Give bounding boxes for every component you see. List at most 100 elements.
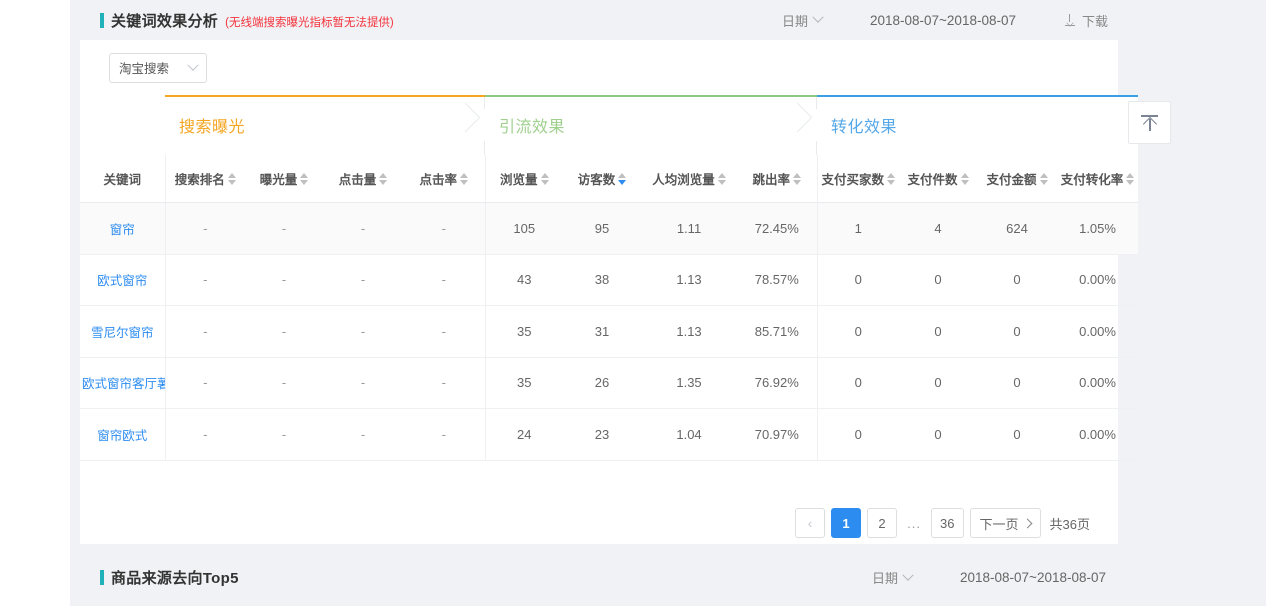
cell-value: 624 (1006, 220, 1028, 236)
date-filter-dropdown[interactable]: 日期 (782, 11, 824, 30)
keyword-link[interactable]: 窗帘欧式 (97, 428, 148, 443)
table-cell-keyword[interactable]: 窗帘欧式 (80, 408, 166, 461)
sort-icon-active[interactable] (618, 172, 627, 185)
pagination-next-button[interactable]: 下一页 (969, 508, 1041, 538)
column-header-avg-pageviews[interactable]: 人均浏览量 (641, 155, 738, 203)
column-header-label: 关键词 (103, 173, 141, 187)
download-label: 下载 (1081, 13, 1108, 29)
bottom-date-range-text: 2018-08-07~2018-08-07 (960, 570, 1106, 585)
sort-icon[interactable] (300, 172, 309, 185)
channel-select-value: 淘宝搜索 (119, 62, 170, 76)
pagination-total-text: 共36页 (1049, 516, 1090, 532)
cell-value: 70.97% (754, 426, 799, 442)
column-header-label: 点击量 (338, 173, 377, 187)
column-header-ctr[interactable]: 点击率 (403, 155, 486, 203)
sort-icon[interactable] (227, 172, 236, 185)
filter-row: 淘宝搜索 (80, 40, 1118, 95)
table-cell: - (323, 254, 403, 306)
sort-icon[interactable] (1126, 172, 1135, 185)
pagination-prev-button[interactable]: ‹ (795, 508, 826, 538)
date-range-display[interactable]: 2018-08-07~2018-08-07 (870, 13, 1016, 28)
cell-value: - (281, 323, 287, 339)
table-cell-keyword[interactable]: 雪尼尔窗帘 (80, 305, 166, 358)
column-header-search-rank[interactable]: 搜索排名 (165, 155, 245, 203)
sort-icon[interactable] (540, 172, 549, 185)
cell-value: 95 (594, 220, 610, 236)
pagination-page-last[interactable]: 36 (931, 508, 964, 538)
sort-icon[interactable] (1039, 172, 1048, 185)
cell-value: 1 (854, 220, 862, 236)
page-title: 关键词效果分析 (无线端搜索曝光指标暂无法提供) (80, 10, 394, 31)
cell-value: - (360, 323, 366, 339)
cell-value: - (203, 272, 208, 288)
pagination-page-1[interactable]: 1 (831, 508, 862, 538)
table-cell: - (165, 254, 245, 306)
column-header-impressions[interactable]: 曝光量 (245, 155, 323, 203)
table-cell-keyword[interactable]: 欧式窗帘客厅薯 (80, 357, 166, 409)
arrow-up-to-line-icon (1141, 114, 1158, 132)
cell-value: - (360, 375, 366, 391)
cell-value: 0 (854, 426, 862, 442)
table-row[interactable]: 窗帘欧式 - - - - 24 23 1.04 70.97% 0 0 0 0.00% (80, 408, 1139, 461)
column-header-pay-conversion-rate[interactable]: 支付转化率 (1057, 155, 1139, 203)
header-tools: 日期 2018-08-07~2018-08-07 下载 (782, 11, 1118, 30)
table-row[interactable]: 欧式窗帘客厅薯 - - - - 35 26 1.35 76.92% 0 0 0 0.00% (80, 357, 1139, 409)
table-cell: 78.57% (737, 254, 818, 306)
channel-select[interactable]: 淘宝搜索 (109, 52, 207, 83)
sort-icon[interactable] (887, 172, 896, 185)
table-cell: 0 (817, 357, 900, 409)
sort-icon[interactable] (717, 172, 726, 185)
table-row[interactable]: 雪尼尔窗帘 - - - - 35 31 1.13 85.71% 0 0 0 0.00% (80, 305, 1139, 358)
table-cell: 1.05% (1057, 202, 1139, 255)
table-cell: 0.00% (1057, 305, 1139, 358)
column-header-visitors[interactable]: 访客数 (563, 155, 642, 203)
keyword-link[interactable]: 雪尼尔窗帘 (90, 325, 154, 340)
cell-value: 4 (934, 220, 942, 236)
group-header-traffic-effect: 引流效果 (485, 95, 818, 155)
sort-icon[interactable] (793, 172, 802, 185)
table-cell: - (245, 408, 323, 461)
table-cell-keyword[interactable]: 欧式窗帘 (80, 254, 166, 306)
cell-value: 0 (934, 426, 942, 442)
table-cell: 0 (977, 254, 1058, 306)
table-cell: - (165, 305, 245, 358)
column-header-bounce-rate[interactable]: 跳出率 (737, 155, 818, 203)
cell-value: - (281, 220, 287, 236)
cell-value: 0.00% (1079, 323, 1116, 339)
keyword-link[interactable]: 窗帘 (109, 222, 135, 237)
table-cell: 0 (817, 254, 900, 306)
column-header-paying-buyers[interactable]: 支付买家数 (817, 155, 900, 203)
bottom-date-filter-dropdown[interactable]: 日期 (872, 568, 914, 587)
table-cell: - (165, 202, 245, 255)
cell-value: - (441, 375, 446, 391)
table-cell: 4 (899, 202, 978, 255)
table-row[interactable]: 窗帘 - - - - 105 95 1.11 72.45% 1 4 624 1.05% (80, 202, 1139, 255)
table-group-header-row: 搜索曝光 引流效果 转化效果 (80, 95, 1139, 155)
column-header-clicks[interactable]: 点击量 (323, 155, 403, 203)
download-button[interactable]: 下载 (1064, 11, 1108, 30)
bottom-date-range-display[interactable]: 2018-08-07~2018-08-07 (960, 570, 1106, 585)
table-row[interactable]: 欧式窗帘 - - - - 43 38 1.13 78.57% 0 0 0 0.00% (80, 254, 1139, 306)
cell-value: 0 (934, 323, 942, 339)
keyword-link[interactable]: 欧式窗帘 (97, 274, 148, 289)
pagination-page-2[interactable]: 2 (867, 508, 898, 538)
column-header-pageviews[interactable]: 浏览量 (485, 155, 564, 203)
column-header-paid-items[interactable]: 支付件数 (899, 155, 978, 203)
cell-value: 85.71% (754, 323, 799, 339)
sort-icon[interactable] (960, 172, 969, 185)
column-header-label: 访客数 (577, 173, 616, 187)
keyword-link[interactable]: 欧式窗帘客厅薯 (82, 377, 165, 392)
pagination-next-label: 下一页 (979, 516, 1019, 532)
sort-icon[interactable] (379, 172, 388, 185)
table-cell: 0 (899, 305, 978, 358)
cell-value: - (203, 220, 208, 236)
table-cell-keyword[interactable]: 窗帘 (80, 202, 166, 255)
bottom-section-title-text: 商品来源去向Top5 (111, 570, 239, 587)
accent-bar-icon (100, 570, 104, 585)
back-to-top-button[interactable] (1128, 101, 1171, 144)
column-header-paid-amount[interactable]: 支付金额 (977, 155, 1058, 203)
table-cell: 1.13 (641, 305, 738, 358)
sort-icon[interactable] (460, 172, 469, 185)
cell-value: 72.45% (754, 220, 799, 236)
cell-value: 1.04 (676, 426, 702, 442)
